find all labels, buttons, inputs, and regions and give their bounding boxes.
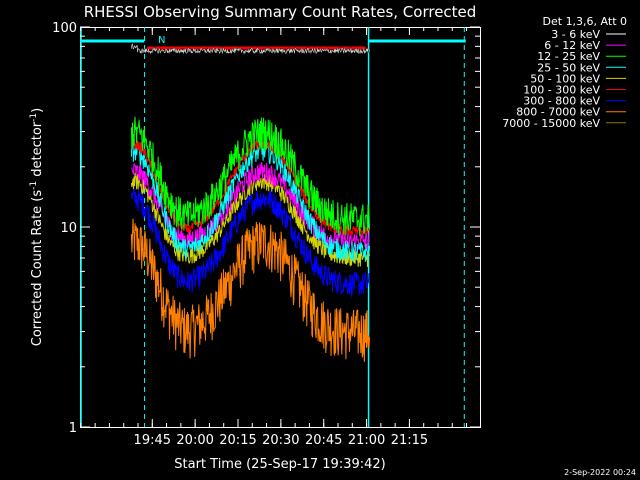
y-tick-label: 100 <box>52 21 77 36</box>
night-marker-label: N <box>158 35 165 46</box>
x-tick-label: 21:00 <box>348 433 385 448</box>
legend-label: 6 - 12 keV <box>544 39 600 52</box>
legend-label: 25 - 50 keV <box>537 61 600 74</box>
legend-label: 100 - 300 keV <box>523 84 600 97</box>
legend-label: 12 - 25 keV <box>537 50 600 63</box>
series-line-6 <box>130 187 370 298</box>
x-tick-label: 20:00 <box>176 433 213 448</box>
legend-label: 50 - 100 keV <box>530 72 600 85</box>
x-tick-label: 19:45 <box>134 433 171 448</box>
legend-label: 800 - 7000 keV <box>516 106 600 119</box>
x-tick-label: 20:30 <box>262 433 299 448</box>
series-line-0-outline <box>131 43 370 55</box>
x-axis-label: Start Time (25-Sep-17 19:39:42) <box>174 457 385 472</box>
y-tick-label: 10 <box>60 221 77 236</box>
y-tick-label: 1 <box>69 421 77 436</box>
x-tick-label: 20:15 <box>219 433 256 448</box>
series-line-7 <box>130 218 370 362</box>
footer-timestamp: 2-Sep-2022 00:24 <box>564 468 636 477</box>
series-layer <box>130 42 371 362</box>
legend-label: 3 - 6 keV <box>551 28 600 41</box>
legend-title: Det 1,3,6, Att 0 <box>543 15 627 28</box>
x-tick-label: 20:45 <box>305 433 342 448</box>
series-line-2 <box>130 116 370 237</box>
annotation-layer <box>80 27 466 427</box>
series-line-3 <box>130 141 370 263</box>
chart-title: RHESSI Observing Summary Count Rates, Co… <box>84 3 477 21</box>
legend-label: 7000 - 15000 keV <box>502 117 600 130</box>
x-tick-label: 21:15 <box>391 433 428 448</box>
legend-label: 300 - 800 keV <box>523 95 600 108</box>
y-axis-label: Corrected Count Rate (s-1 detector-1) <box>29 108 45 346</box>
axis-ticks: 19:45 20:00 20:15 20:30 20:45 21:00 21:15 1 10 10… <box>52 21 480 448</box>
